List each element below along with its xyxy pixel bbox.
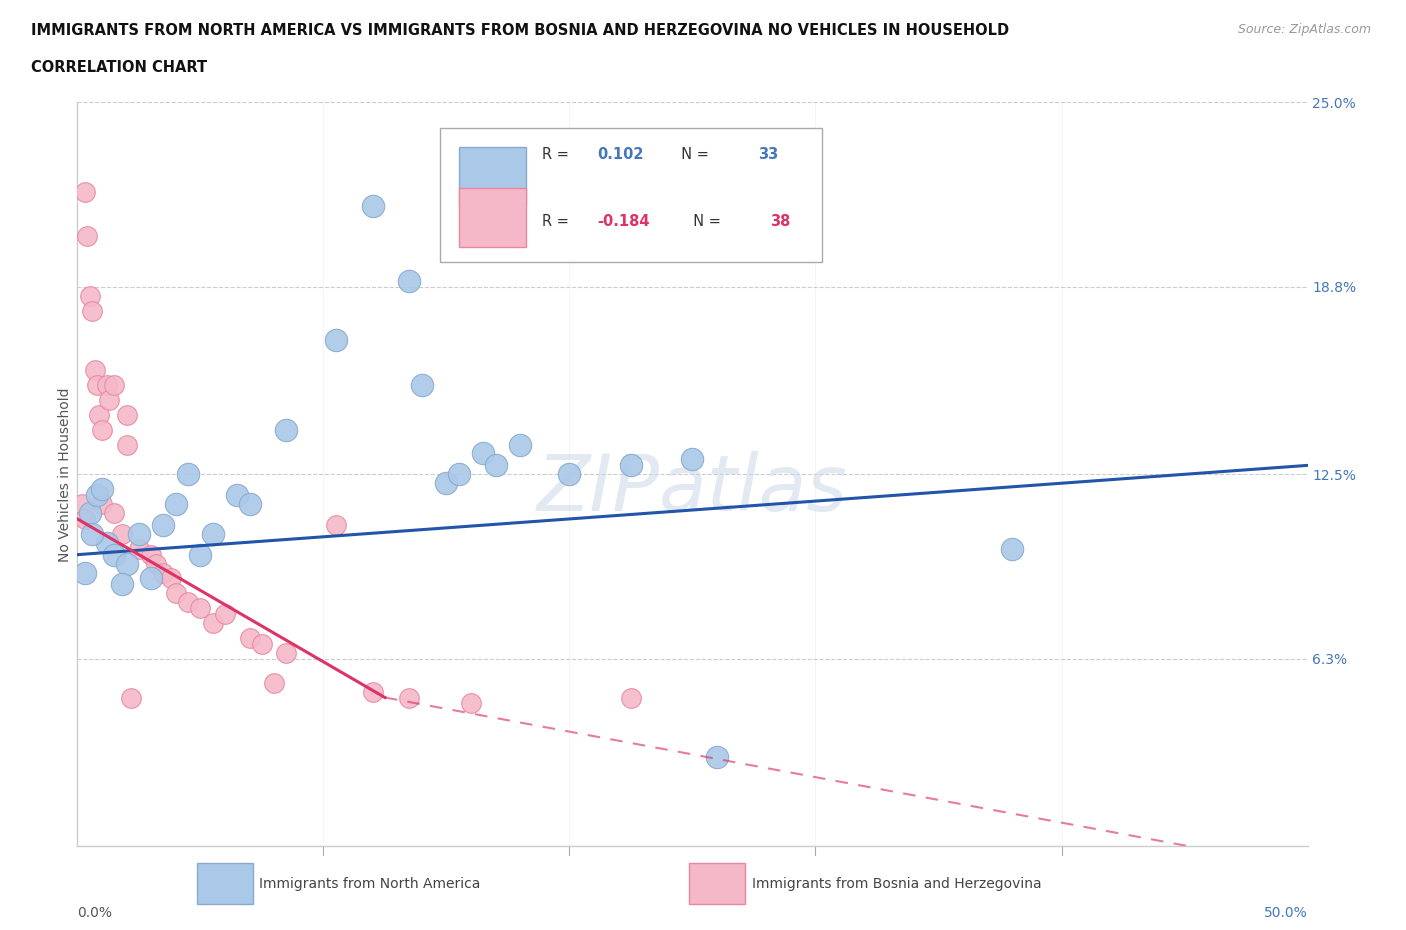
Point [79, 288, 101, 303]
Point [73, 565, 96, 580]
Point [115, 407, 138, 422]
Point [460, 696, 482, 711]
Point [250, 636, 273, 651]
Y-axis label: No Vehicles in Household: No Vehicles in Household [58, 387, 72, 562]
Point [361, 199, 384, 214]
Point [96, 378, 118, 392]
Point [620, 458, 643, 472]
Point [509, 437, 531, 452]
Point [141, 571, 163, 586]
Point [73, 512, 96, 526]
Point [70, 497, 93, 512]
Text: Source: ZipAtlas.com: Source: ZipAtlas.com [1237, 23, 1371, 36]
FancyBboxPatch shape [197, 863, 253, 904]
Point [706, 750, 728, 764]
Point [190, 601, 212, 616]
Point [276, 422, 298, 437]
FancyBboxPatch shape [689, 863, 745, 904]
Point [276, 645, 298, 660]
Point [201, 526, 224, 541]
Point [103, 547, 125, 562]
Point [436, 476, 458, 491]
Point [165, 586, 187, 601]
Point [76, 229, 98, 244]
Text: 0.0%: 0.0% [77, 906, 112, 920]
Text: ZIPatlas: ZIPatlas [537, 451, 848, 527]
Point [361, 684, 384, 699]
Point [620, 690, 643, 705]
Point [411, 378, 433, 392]
Point [177, 467, 200, 482]
Point [103, 378, 125, 392]
Text: 50.0%: 50.0% [1264, 906, 1308, 920]
Point [111, 526, 134, 541]
Point [86, 487, 108, 502]
Point [325, 517, 347, 532]
Point [128, 526, 150, 541]
Text: N =: N = [672, 147, 713, 162]
Point [239, 631, 262, 645]
Point [83, 363, 105, 378]
Point [447, 467, 470, 482]
Point [160, 571, 183, 586]
FancyBboxPatch shape [458, 147, 526, 206]
Text: R =: R = [543, 214, 574, 229]
Text: N =: N = [683, 214, 725, 229]
Point [89, 407, 111, 422]
Point [165, 497, 187, 512]
Text: 0.102: 0.102 [598, 147, 644, 162]
Point [682, 452, 704, 467]
Point [121, 690, 143, 705]
Point [90, 497, 114, 512]
Point [115, 437, 138, 452]
Point [472, 446, 495, 461]
Point [485, 458, 508, 472]
Point [86, 378, 108, 392]
Point [90, 482, 114, 497]
Point [263, 675, 285, 690]
Point [128, 541, 150, 556]
Point [79, 506, 101, 521]
Point [177, 595, 200, 610]
Point [82, 526, 104, 541]
Point [103, 506, 125, 521]
Point [73, 184, 96, 199]
Point [226, 487, 249, 502]
Point [152, 517, 174, 532]
Point [82, 303, 104, 318]
Point [1001, 541, 1024, 556]
FancyBboxPatch shape [440, 128, 821, 262]
Point [398, 273, 420, 288]
Text: Immigrants from Bosnia and Herzegovina: Immigrants from Bosnia and Herzegovina [752, 876, 1040, 891]
Text: 33: 33 [758, 147, 778, 162]
Point [398, 690, 420, 705]
Point [152, 565, 174, 580]
Point [115, 556, 138, 571]
Point [141, 547, 163, 562]
Text: 38: 38 [770, 214, 790, 229]
Point [111, 577, 134, 591]
Text: IMMIGRANTS FROM NORTH AMERICA VS IMMIGRANTS FROM BOSNIA AND HERZEGOVINA NO VEHIC: IMMIGRANTS FROM NORTH AMERICA VS IMMIGRA… [31, 23, 1010, 38]
Point [558, 467, 581, 482]
Point [190, 547, 212, 562]
Point [214, 606, 236, 621]
Text: CORRELATION CHART: CORRELATION CHART [31, 60, 207, 75]
Point [239, 497, 262, 512]
Point [98, 392, 121, 407]
Point [201, 616, 224, 631]
Point [96, 536, 118, 551]
Text: R =: R = [543, 147, 574, 162]
Point [90, 422, 114, 437]
Point [325, 333, 347, 348]
Point [145, 556, 167, 571]
FancyBboxPatch shape [458, 188, 526, 247]
Text: Immigrants from North America: Immigrants from North America [260, 876, 481, 891]
Text: -0.184: -0.184 [598, 214, 650, 229]
